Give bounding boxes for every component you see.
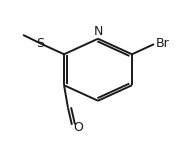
Text: N: N [93,25,103,38]
Text: Br: Br [155,37,169,50]
Text: O: O [73,121,83,134]
Text: S: S [36,37,44,50]
